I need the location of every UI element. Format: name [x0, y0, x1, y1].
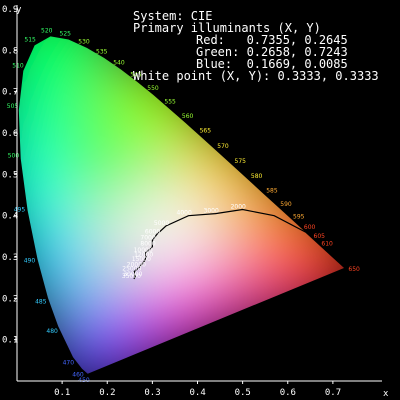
y-tick-label: 0.4	[2, 212, 18, 222]
y-tick-label: 0.8	[2, 46, 18, 56]
gamut-blob-12	[62, 108, 153, 199]
wavelength-label-570: 570	[217, 143, 229, 150]
x-axis-label: x	[383, 389, 389, 399]
x-tick-label: 0.3	[144, 388, 160, 398]
info-primaries-label: Primary illuminants (X, Y)	[133, 21, 321, 35]
wavelength-label-565: 565	[200, 128, 212, 135]
wavelength-label-490: 490	[24, 258, 36, 265]
wavelength-label-470: 470	[63, 360, 75, 367]
wavelength-label-515: 515	[24, 37, 36, 44]
gamut-blob-13	[130, 192, 211, 273]
wavelength-label-575: 575	[235, 158, 247, 165]
wavelength-label-650: 650	[348, 266, 360, 273]
x-tick-label: 0.1	[54, 388, 70, 398]
wavelength-label-595: 595	[293, 213, 305, 220]
wavelength-label-530: 530	[78, 39, 90, 46]
wavelength-label-590: 590	[280, 201, 292, 208]
wavelength-label-545: 545	[130, 72, 142, 79]
cct-label-7000: 7000	[140, 235, 155, 242]
y-tick-label: 0.7	[2, 88, 18, 98]
wavelength-label-460: 460	[72, 372, 84, 379]
wavelength-label-535: 535	[96, 48, 108, 55]
y-axis-label: y	[16, 5, 22, 15]
wavelength-label-580: 580	[251, 173, 263, 180]
wavelength-label-495: 495	[14, 206, 26, 213]
cct-label-35000: 35000	[122, 273, 141, 280]
cct-label-5000: 5000	[154, 220, 169, 227]
wavelength-label-540: 540	[113, 60, 125, 67]
info-red: Red: 0.7355, 0.2645	[196, 33, 348, 47]
cct-label-3000: 3000	[204, 208, 219, 215]
wavelength-label-610: 610	[321, 240, 333, 247]
wavelength-label-450: 450	[78, 377, 90, 384]
x-tick-label: 0.5	[235, 388, 251, 398]
wavelength-label-480: 480	[46, 328, 58, 335]
cct-label-12000: 12000	[134, 251, 153, 258]
y-tick-label: 0.1	[2, 336, 18, 346]
wavelength-label-500: 500	[8, 152, 20, 159]
cct-label-25000: 25000	[122, 266, 141, 273]
wavelength-label-520: 520	[41, 27, 53, 34]
cct-label-4000: 4000	[177, 210, 192, 217]
y-tick-label: 0.3	[2, 253, 18, 263]
gamut-blob-0	[18, 36, 124, 121]
info-green: Green: 0.2658, 0.7243	[196, 45, 348, 59]
wavelength-label-585: 585	[266, 188, 278, 195]
y-tick-label: 0.9	[2, 5, 18, 15]
info-system: System: CIE	[133, 9, 212, 23]
y-tick-label: 0.6	[2, 129, 18, 139]
cct-label-8000: 8000	[140, 241, 155, 248]
cct-label-10000: 10000	[134, 247, 153, 254]
x-axis-ticks: 0.1 0.2 0.3 0.4 0.5 0.6 0.7	[54, 381, 341, 398]
cct-label-2000: 2000	[231, 204, 246, 211]
cct-label-20000: 20000	[127, 262, 146, 269]
y-tick-label: 0.5	[2, 170, 18, 180]
axes: 0.1 0.2 0.3 0.4 0.5 0.6 0.7 0.1 0.2 0.3 0.4 0.5 0.6…	[2, 5, 389, 399]
gamut-blob-6	[143, 257, 234, 348]
wavelength-label-605: 605	[314, 233, 326, 240]
x-tick-label: 0.4	[190, 388, 206, 398]
info-panel: System: CIE Primary illuminants (X, Y) R…	[133, 9, 379, 83]
wavelength-label-485: 485	[35, 299, 47, 306]
cct-label-6000: 6000	[145, 228, 160, 235]
wavelength-label-550: 550	[147, 85, 159, 92]
y-axis-ticks: 0.1 0.2 0.3 0.4 0.5 0.6 0.7 0.8 0.9	[2, 5, 18, 346]
wavelength-label-525: 525	[60, 30, 72, 37]
y-tick-label: 0.2	[2, 294, 18, 304]
planckian-locus-labels: 3500030000250002000015000120001000080007…	[122, 204, 246, 280]
gamut-blob-3	[18, 224, 99, 315]
x-tick-label: 0.2	[99, 388, 115, 398]
cct-label-30000: 30000	[123, 271, 142, 278]
wavelength-label-560: 560	[182, 113, 194, 120]
cct-label-15000: 15000	[132, 256, 151, 263]
x-tick-label: 0.6	[280, 388, 296, 398]
wavelength-label-510: 510	[12, 63, 24, 70]
wavelength-label-505: 505	[7, 103, 19, 110]
x-tick-label: 0.7	[325, 388, 341, 398]
wavelength-label-555: 555	[164, 99, 176, 106]
gamut-blob-2	[18, 145, 85, 245]
info-white-point: White point (X, Y): 0.3333, 0.3333	[133, 69, 379, 83]
wavelength-label-600: 600	[304, 224, 316, 231]
info-blue: Blue: 0.1669, 0.0085	[196, 57, 348, 71]
planckian-locus-curve	[133, 208, 346, 280]
